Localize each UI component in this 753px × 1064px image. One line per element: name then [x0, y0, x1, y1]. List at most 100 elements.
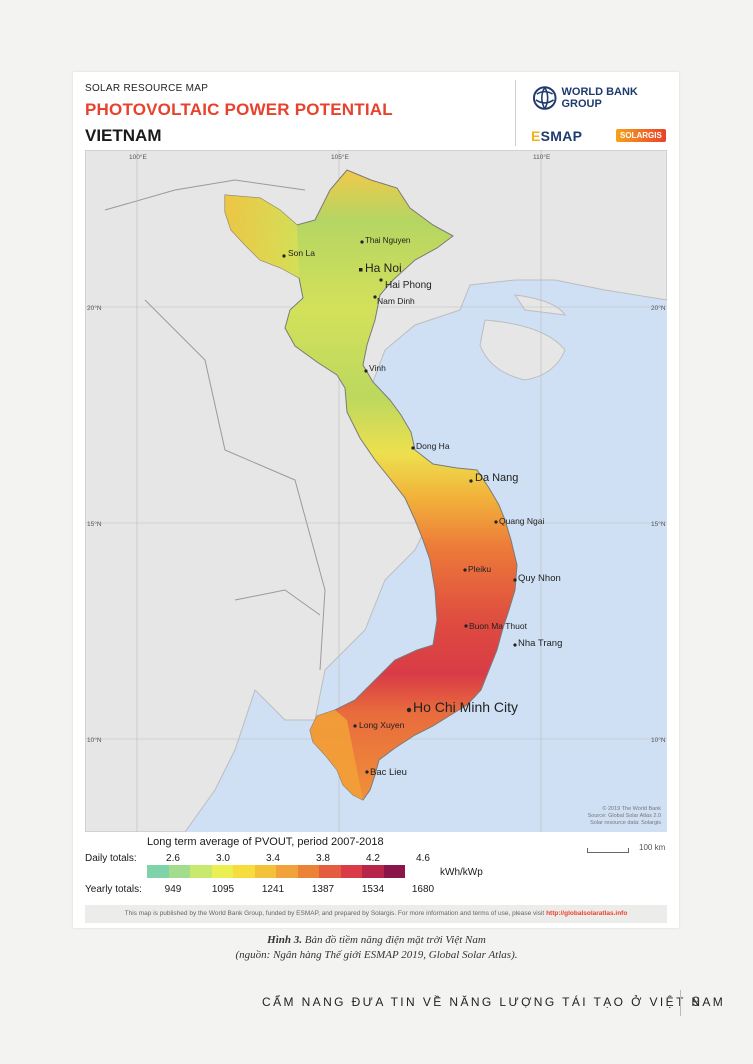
- city-label: Nha Trang: [518, 638, 562, 649]
- city-marker: [365, 770, 369, 774]
- globe-icon: [532, 86, 557, 110]
- daily-value: 4.6: [416, 853, 430, 864]
- world-bank-text: WORLD BANK GROUP: [561, 86, 638, 110]
- yearly-value: 1534: [361, 884, 385, 895]
- map-subtitle: SOLAR RESOURCE MAP: [85, 83, 209, 94]
- city-marker: [411, 446, 415, 450]
- border-china: [104, 179, 306, 211]
- city-marker: [469, 479, 473, 483]
- map-footer-note: This map is published by the World Bank …: [85, 905, 667, 923]
- map-country: VIETNAM: [85, 126, 162, 145]
- capital-marker: [359, 268, 363, 272]
- daily-value: 3.4: [266, 853, 280, 864]
- city-marker: [494, 520, 498, 524]
- yearly-value: 1241: [261, 884, 285, 895]
- legend-color-bar: [147, 865, 405, 878]
- footer-note-text: This map is published by the World Bank …: [124, 910, 545, 917]
- caption-line1: Bản đồ tiềm năng điện mặt trời Việt Nam: [302, 934, 486, 946]
- map-copyright: © 2019 The World Bank Source: Global Sol…: [588, 805, 662, 826]
- esmap-logo-text: SMAP: [540, 128, 583, 144]
- world-bank-logo: WORLD BANK GROUP: [532, 84, 679, 112]
- legend-swatch: [211, 865, 233, 878]
- legend-swatch: [276, 865, 298, 878]
- daily-value: 3.8: [316, 853, 330, 864]
- city-label: Nam Dinh: [377, 296, 415, 306]
- legend-swatch: [168, 865, 190, 878]
- city-marker: [463, 568, 467, 572]
- yearly-value: 1387: [311, 884, 335, 895]
- solargis-logo: SOLARGIS: [616, 129, 666, 142]
- esmap-logo: ESMAP: [531, 128, 582, 144]
- vietnam-land: [224, 169, 518, 801]
- northwest-region: [225, 195, 299, 278]
- footer-divider: [680, 990, 681, 1016]
- city-marker: [406, 707, 412, 713]
- caption-label: Hình 3.: [267, 934, 303, 946]
- city-labels: Thai Nguyen Son La Ha Noi Hai Phong Nam …: [282, 236, 562, 778]
- city-label: Ho Chi Minh City: [413, 699, 518, 715]
- city-marker: [464, 624, 468, 628]
- lon-label: 105°E: [331, 153, 349, 161]
- page-number: 9: [692, 993, 700, 1009]
- leizhou-peninsula: [513, 294, 567, 316]
- legend-swatch: [254, 865, 276, 878]
- map-title: PHOTOVOLTAIC POWER POTENTIAL: [85, 100, 393, 119]
- hainan-island: [479, 319, 566, 381]
- mekong-delta: [310, 710, 363, 800]
- city-marker: [379, 278, 383, 282]
- legend-swatch: [340, 865, 362, 878]
- city-marker: [282, 254, 286, 258]
- legend-swatch: [190, 865, 212, 878]
- city-marker: [513, 643, 517, 647]
- book-title: CẨM NANG ĐƯA TIN VỀ NĂNG LƯỢNG TÁI TẠO Ở…: [262, 995, 726, 1009]
- city-label: Long Xuyen: [359, 720, 405, 730]
- yearly-totals-label: Yearly totals:: [85, 884, 142, 895]
- city-label: Dong Ha: [416, 441, 450, 451]
- vietnam-pvout-map: 100°E 105°E 110°E 20°N 20°N 15°N 15°N 10…: [85, 150, 667, 832]
- legend-swatch: [362, 865, 384, 878]
- legend-swatch: [147, 865, 169, 878]
- daily-value: 4.2: [366, 853, 380, 864]
- lat-label: 10°N: [651, 736, 666, 744]
- lat-label: 15°N: [87, 520, 102, 528]
- city-label: Quy Nhon: [518, 573, 561, 584]
- graticule-labels: 100°E 105°E 110°E 20°N 20°N 15°N 15°N 10…: [87, 153, 666, 744]
- scale-bar: [587, 848, 629, 853]
- city-label: Buon Ma Thuot: [469, 621, 528, 631]
- city-label: Bac Lieu: [370, 767, 407, 778]
- yearly-value: 949: [164, 884, 182, 895]
- svg-text:© 2019 The World Bank: © 2019 The World Bank: [602, 805, 661, 812]
- legend-swatch: [383, 865, 405, 878]
- city-marker: [364, 369, 368, 373]
- lat-label: 20°N: [87, 304, 102, 312]
- esmap-logo-e: E: [531, 128, 541, 144]
- header-divider: [515, 80, 516, 146]
- scale-label: 100 km: [639, 843, 666, 852]
- pvout-legend: Long term average of PVOUT, period 2007-…: [73, 832, 679, 904]
- legend-swatch: [297, 865, 319, 878]
- city-marker: [373, 295, 377, 299]
- city-marker: [360, 240, 364, 244]
- legend-unit: kWh/kWp: [440, 867, 483, 878]
- city-label: Son La: [288, 248, 315, 258]
- city-label: Ha Noi: [365, 261, 402, 275]
- city-label: Pleiku: [468, 564, 491, 574]
- city-label: Hai Phong: [385, 280, 432, 291]
- lon-label: 100°E: [129, 153, 147, 161]
- lat-label: 20°N: [651, 304, 666, 312]
- city-label: Thai Nguyen: [365, 236, 410, 245]
- footer-note-link[interactable]: http://globalsolaratlas.info: [546, 910, 628, 917]
- legend-swatch: [233, 865, 255, 878]
- lat-label: 10°N: [87, 736, 102, 744]
- city-label: Da Nang: [475, 472, 518, 484]
- figure-caption: Hình 3. Bản đồ tiềm năng điện mặt trời V…: [0, 934, 753, 946]
- border-cambodia: [234, 589, 321, 616]
- legend-swatch: [319, 865, 341, 878]
- svg-text:Source: Global Solar Atlas 2.0: Source: Global Solar Atlas 2.0: [588, 813, 661, 819]
- city-label: Vinh: [369, 363, 386, 373]
- daily-value: 2.6: [166, 853, 180, 864]
- daily-totals-label: Daily totals:: [85, 853, 137, 864]
- border-laos-thailand: [144, 299, 326, 671]
- figure-source: (nguồn: Ngân hàng Thế giới ESMAP 2019, G…: [235, 949, 518, 961]
- daily-value: 3.0: [216, 853, 230, 864]
